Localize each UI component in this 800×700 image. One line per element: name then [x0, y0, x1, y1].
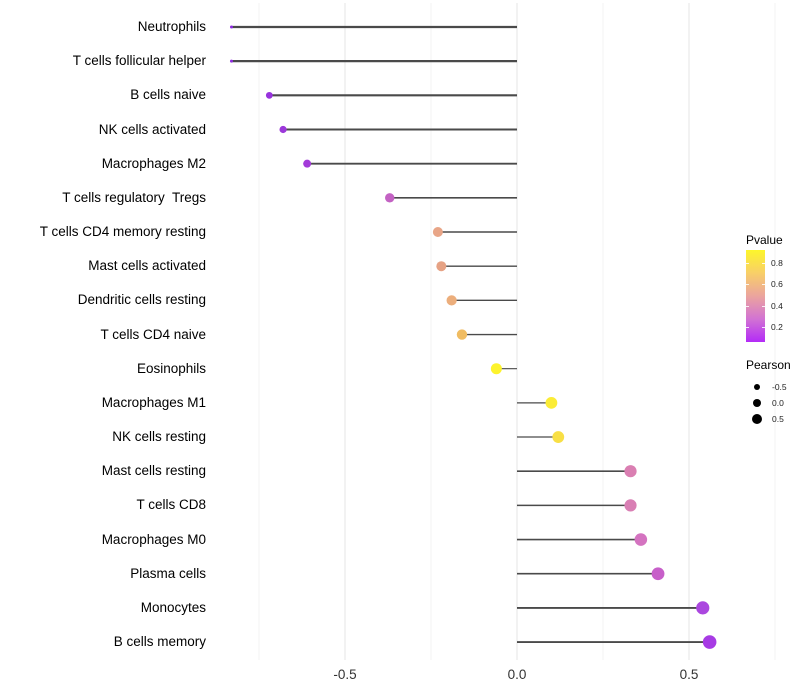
pvalue-tick-mark	[746, 305, 749, 307]
x-tick-label: 0.5	[679, 667, 699, 682]
lollipop-dot	[624, 465, 637, 478]
category-label: B cells naive	[130, 87, 206, 103]
category-label: Neutrophils	[137, 19, 206, 34]
pearson-legend-row: 0.0	[746, 395, 784, 411]
legend-pvalue-title: Pvalue	[746, 233, 783, 247]
category-label: NK cells activated	[98, 121, 206, 137]
category-label: T cells CD4 naive	[100, 326, 206, 342]
lollipop-dot	[279, 125, 287, 134]
pvalue-tick-label: 0.4	[771, 300, 783, 311]
pvalue-tick-mark	[762, 284, 765, 286]
pearson-legend-dot	[751, 413, 763, 425]
pearson-dot-cell	[746, 398, 768, 408]
category-label: NK cells resting	[112, 429, 206, 445]
pvalue-tick-label: 0.8	[771, 258, 783, 268]
pvalue-tick-mark	[762, 326, 765, 328]
category-label: T cells CD8	[136, 497, 206, 513]
pearson-legend-label: -0.5	[772, 382, 787, 392]
pvalue-tick-label: 0.2	[771, 321, 783, 332]
lollipop-dot	[385, 193, 395, 203]
lollipop-dot	[552, 431, 565, 443]
pearson-legend-dot	[752, 398, 762, 408]
category-label: Macrophages M2	[101, 155, 206, 171]
category-label: T cells follicular helper	[72, 53, 206, 69]
category-label: B cells memory	[113, 634, 206, 650]
legend-pvalue: Pvalue 0.8 0.6 0.4 0.2	[740, 233, 800, 353]
category-label: Dendritic cells resting	[77, 292, 206, 308]
category-label: Eosinophils	[136, 360, 206, 376]
pearson-legend-label: 0.5	[772, 414, 784, 424]
pearson-legend-label: 0.0	[772, 398, 784, 408]
pvalue-tick-mark	[746, 263, 749, 264]
category-label: T cells CD4 memory resting	[39, 224, 206, 240]
pvalue-tick-mark	[762, 263, 765, 264]
pvalue-gradient-fill	[746, 250, 765, 342]
pearson-dot-cell	[746, 413, 768, 425]
lollipop-dot	[696, 601, 710, 615]
pearson-legend-dot	[753, 383, 761, 391]
legend-pearson-title: Pearson	[746, 358, 791, 372]
pvalue-tick-mark	[746, 326, 749, 328]
pvalue-tick-mark	[762, 305, 765, 307]
lollipop-dot	[446, 295, 457, 306]
lollipop-dot	[229, 59, 233, 63]
lollipop-dot	[545, 396, 558, 409]
pearson-dot-cell	[746, 383, 768, 391]
lollipop-dot	[436, 261, 447, 272]
lollipop-dot	[303, 159, 312, 168]
category-label: T cells regulatory Tregs	[62, 189, 206, 205]
category-label: Plasma cells	[130, 565, 206, 581]
lollipop-dot	[229, 25, 233, 29]
category-label: Mast cells activated	[88, 258, 206, 274]
lollipop-dot	[651, 567, 665, 581]
lollipop-dot	[265, 91, 273, 99]
lollipop-dot	[634, 533, 648, 546]
category-label: Mast cells resting	[101, 463, 206, 479]
lollipop-dot	[624, 499, 637, 512]
lollipop-dot	[456, 329, 468, 340]
lollipop-dot	[702, 635, 717, 649]
category-label: Monocytes	[140, 599, 206, 615]
x-tick-label: 0.0	[507, 667, 527, 682]
pvalue-gradient-bar: 0.8 0.6 0.4 0.2	[746, 250, 783, 342]
x-tick-label: -0.5	[333, 667, 357, 682]
pvalue-tick-mark	[746, 284, 749, 286]
lollipop-dot	[432, 227, 443, 238]
pvalue-tick-label: 0.6	[771, 279, 783, 290]
category-label: Macrophages M1	[101, 394, 206, 410]
legend-pearson: Pearson -0.5 0.0 0.5	[740, 358, 800, 438]
pearson-legend-row: 0.5	[746, 411, 784, 427]
category-label: Macrophages M0	[101, 531, 206, 547]
lollipop-dot	[490, 363, 502, 375]
pearson-legend-row: -0.5	[746, 379, 787, 395]
